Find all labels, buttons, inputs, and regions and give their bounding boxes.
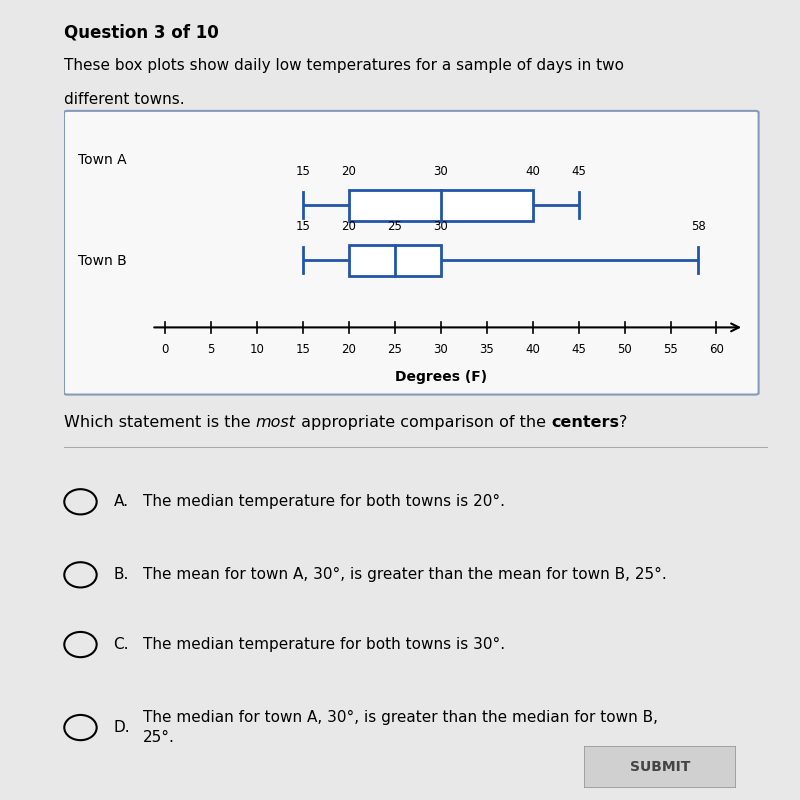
Text: C.: C. <box>114 637 129 652</box>
Text: 30: 30 <box>434 220 448 233</box>
Text: 45: 45 <box>571 165 586 178</box>
Text: different towns.: different towns. <box>64 92 185 107</box>
Text: 40: 40 <box>526 165 540 178</box>
Text: D.: D. <box>114 720 130 735</box>
Text: 58: 58 <box>690 220 706 233</box>
Text: 25: 25 <box>387 343 402 356</box>
Text: SUBMIT: SUBMIT <box>630 760 690 774</box>
Text: The mean for town A, 30°, is greater than the mean for town B, 25°.: The mean for town A, 30°, is greater tha… <box>143 567 666 582</box>
Text: 60: 60 <box>709 343 724 356</box>
Text: 50: 50 <box>617 343 632 356</box>
Text: The median for town A, 30°, is greater than the median for town B,
25°.: The median for town A, 30°, is greater t… <box>143 710 658 745</box>
Text: 15: 15 <box>295 165 310 178</box>
Bar <box>349 245 441 276</box>
Text: Question 3 of 10: Question 3 of 10 <box>64 24 218 42</box>
Text: 55: 55 <box>663 343 678 356</box>
Text: 15: 15 <box>295 343 310 356</box>
Text: These box plots show daily low temperatures for a sample of days in two: These box plots show daily low temperatu… <box>64 58 624 74</box>
Text: 40: 40 <box>526 343 540 356</box>
Text: 25: 25 <box>387 220 402 233</box>
FancyBboxPatch shape <box>64 111 758 394</box>
Text: Town B: Town B <box>78 254 126 268</box>
Text: B.: B. <box>114 567 129 582</box>
Text: Which statement is the: Which statement is the <box>64 415 256 430</box>
Text: 15: 15 <box>295 220 310 233</box>
Text: Town A: Town A <box>78 153 126 167</box>
Text: most: most <box>256 415 296 430</box>
Text: 5: 5 <box>207 343 215 356</box>
Text: 20: 20 <box>342 165 356 178</box>
Text: A.: A. <box>114 494 129 510</box>
Text: 20: 20 <box>342 220 356 233</box>
Text: 10: 10 <box>250 343 265 356</box>
Text: ?: ? <box>619 415 627 430</box>
Text: 30: 30 <box>434 343 448 356</box>
Text: 35: 35 <box>479 343 494 356</box>
Text: 45: 45 <box>571 343 586 356</box>
Text: 0: 0 <box>162 343 169 356</box>
Bar <box>349 190 533 221</box>
Text: appropriate comparison of the: appropriate comparison of the <box>296 415 551 430</box>
Text: 20: 20 <box>342 343 356 356</box>
Text: The median temperature for both towns is 20°.: The median temperature for both towns is… <box>143 494 505 510</box>
Text: Degrees (F): Degrees (F) <box>394 370 487 385</box>
Text: 30: 30 <box>434 165 448 178</box>
Text: centers: centers <box>551 415 619 430</box>
Text: The median temperature for both towns is 30°.: The median temperature for both towns is… <box>143 637 505 652</box>
